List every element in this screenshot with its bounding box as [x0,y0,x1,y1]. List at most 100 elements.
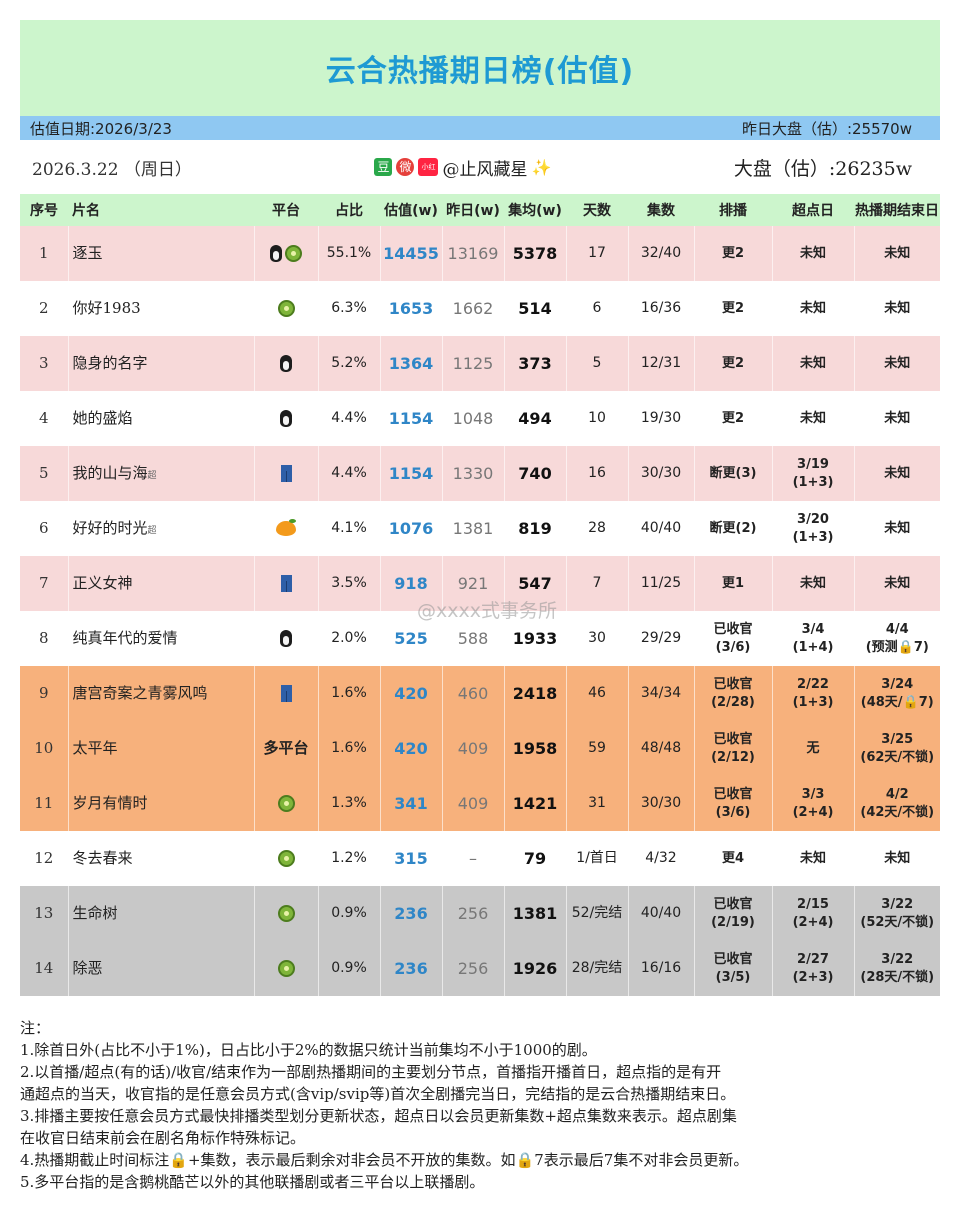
episodes-cell: 48/48 [627,721,694,776]
peak-mark: 超 [147,526,157,537]
days-cell: 7 [565,556,628,611]
schedule-cell: 更2 [693,391,772,446]
share-cell: 3.5% [317,556,380,611]
title-cell: 正义女神 [67,556,254,611]
note-line: 3.排播主要按任意会员方式最快排播类型划分更新状态，超点日以会员更新集数+超点集… [20,1107,737,1125]
schedule-cell: 更2 [693,226,772,281]
days-cell: 1/首日 [565,831,628,886]
penguin-icon [280,410,292,428]
rank-cell: 1 [38,244,49,263]
platform-cell [253,776,318,831]
title-cell: 冬去春来 [67,831,254,886]
share-cell: 55.1% [317,226,380,281]
table-header-row: 序号 片名 平台 占比 估值(w) 昨日(w) 集均(w) 天数 集数 排播 超… [20,194,940,226]
broadcast-date: 2026.3.22 （周日） [32,159,192,180]
yesterday-cell: 1330 [441,446,504,501]
estimate-cell: 236 [379,886,442,941]
rank-cell: 3 [38,354,49,373]
episodes-cell: 30/30 [627,776,694,831]
share-cell: 4.4% [317,446,380,501]
header-share: 占比 [335,203,363,219]
ranking-table: 序号 片名 平台 占比 估值(w) 昨日(w) 集均(w) 天数 集数 排播 超… [20,194,940,996]
drama-title: 我的山与海 [72,464,148,483]
table-row: 7 正义女神 3.5% 918 921 547 7 11/25 更1 未知 未知 [20,556,940,611]
yesterday-cell: 256 [441,886,504,941]
table-row: 10 太平年 多平台 1.6% 420 409 1958 59 48/48 已收官 (2/12) 无… [20,721,940,776]
episodes-cell: 11/25 [627,556,694,611]
ranking-board: 云合热播期日榜(估值) 估值日期:2026/3/23 昨日大盘（估）:25570… [20,20,940,996]
episode-avg-cell: 1421 [503,776,566,831]
kiwi-icon [277,905,295,923]
platform-cell [253,391,318,446]
sparkle-icon: ✨ [531,157,552,177]
title-cell: 生命树 [67,886,254,941]
kiwi-icon [277,960,295,978]
estimate-date: 估值日期:2026/3/23 [30,119,172,138]
rank-cell: 13 [34,904,54,923]
days-cell: 28 [565,501,628,556]
share-cell: 4.4% [317,391,380,446]
days-cell: 31 [565,776,628,831]
table-row: 2 你好1983 6.3% 1653 1662 514 6 16/36 更2 未知 未知 [20,281,940,336]
platform-cell [253,446,318,501]
weibo-icon: 微 [396,158,415,176]
episode-avg-cell: 740 [503,446,566,501]
end-day-cell: 未知 [853,336,940,391]
note-line: 5.多平台指的是含鹅桃酷芒以外的其他联播剧或者三平台以上联播剧。 [20,1173,485,1191]
rank-cell: 4 [38,409,49,428]
sub-header: 2026.3.22 （周日） 豆 微 小红书 @止风藏星 ✨ 大盘（估）:262… [20,140,940,194]
share-cell: 0.9% [317,941,380,996]
peak-day-cell: 2/15 (2+4) [771,886,854,941]
yesterday-cell: 1662 [441,281,504,336]
rank-cell: 14 [34,959,54,978]
penguin-icon [280,355,292,373]
yesterday-cell: 1048 [441,391,504,446]
end-day-cell: 3/22 (28天/不锁) [853,941,940,996]
xiaohongshu-icon: 小红书 [418,158,439,189]
estimate-cell: 315 [379,831,442,886]
platform-cell [253,611,318,666]
market-estimate: 大盘（估）:26235w [733,157,912,180]
table-row: 13 生命树 0.9% 236 256 1381 52/完结 40/40 已收官 (2/19) 2… [20,886,940,941]
estimate-cell: 1076 [379,501,442,556]
platform-cell [253,556,318,611]
days-cell: 6 [565,281,628,336]
estimate-cell: 918 [379,556,442,611]
table-row: 8 纯真年代的爱情 2.0% 525 588 1933 30 29/29 已收官 (3/6) 3/… [20,611,940,666]
yesterday-cell: 1125 [441,336,504,391]
share-cell: 1.6% [317,666,380,721]
note-line: 在收官日结束前会在剧名角标作特殊标记。 [20,1129,306,1147]
end-day-cell: 未知 [853,281,940,336]
platform-cell [253,666,318,721]
episodes-cell: 16/36 [627,281,694,336]
schedule-cell: 断更(3) [693,446,772,501]
header-estimate: 估值(w) [384,203,438,219]
episode-avg-cell: 1381 [503,886,566,941]
days-cell: 46 [565,666,628,721]
table-row: 14 除恶 0.9% 236 256 1926 28/完结 16/16 已收官 (3/5) 2/2… [20,941,940,996]
header-end-day: 热播期结束日 [855,203,939,219]
peak-day-cell: 未知 [771,336,854,391]
drama-title: 唐宫奇案之青雾风鸣 [72,684,208,703]
share-cell: 1.3% [317,776,380,831]
yesterday-cell: 921 [441,556,504,611]
drama-title: 她的盛焰 [72,409,133,428]
yesterday-cell: 1381 [441,501,504,556]
platform-cell [253,336,318,391]
note-line: 2.以首播/超点(有的话)/收官/结束作为一部剧热播期间的主要划分节点，首播指开… [20,1063,722,1081]
rank-cell: 10 [34,739,54,758]
episode-avg-cell: 2418 [503,666,566,721]
yesterday-cell: 409 [441,776,504,831]
share-cell: 5.2% [317,336,380,391]
episode-avg-cell: 514 [503,281,566,336]
source-credit: 豆 微 小红书 @止风藏星 ✨ [374,155,552,189]
rank-cell: 12 [34,849,54,868]
peak-day-cell: 3/20 (1+3) [771,501,854,556]
episodes-cell: 12/31 [627,336,694,391]
title-cell: 纯真年代的爱情 [67,611,254,666]
estimate-cell: 1154 [379,446,442,501]
share-cell: 1.6% [317,721,380,776]
schedule-cell: 更2 [693,281,772,336]
episodes-cell: 34/34 [627,666,694,721]
jeans-icon [280,575,292,593]
